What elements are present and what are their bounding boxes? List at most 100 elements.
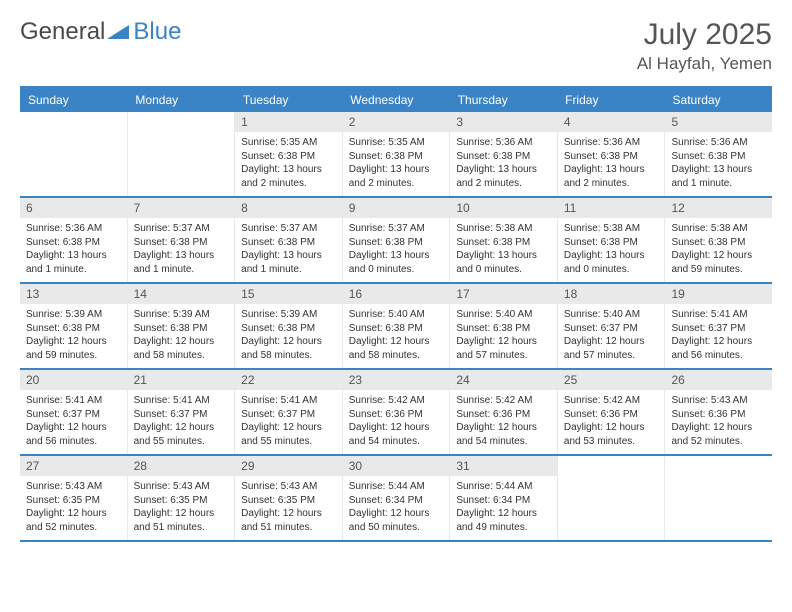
day-body: Sunrise: 5:37 AMSunset: 6:38 PMDaylight:…: [128, 218, 235, 282]
day-cell: 26Sunrise: 5:43 AMSunset: 6:36 PMDayligh…: [665, 370, 772, 454]
daylight-text: Daylight: 12 hours and 56 minutes.: [671, 335, 766, 362]
sunset-text: Sunset: 6:36 PM: [564, 408, 659, 422]
day-body: Sunrise: 5:41 AMSunset: 6:37 PMDaylight:…: [665, 304, 772, 368]
day-cell: [558, 456, 666, 540]
sunrise-text: Sunrise: 5:43 AM: [134, 480, 229, 494]
day-number: 26: [665, 370, 772, 390]
day-cell: 3Sunrise: 5:36 AMSunset: 6:38 PMDaylight…: [450, 112, 558, 196]
day-number: 10: [450, 198, 557, 218]
sunrise-text: Sunrise: 5:39 AM: [241, 308, 336, 322]
day-number: 16: [343, 284, 450, 304]
week-row: 1Sunrise: 5:35 AMSunset: 6:38 PMDaylight…: [20, 112, 772, 198]
day-number: 13: [20, 284, 127, 304]
sunrise-text: Sunrise: 5:37 AM: [241, 222, 336, 236]
day-number: 8: [235, 198, 342, 218]
daylight-text: Daylight: 13 hours and 0 minutes.: [456, 249, 551, 276]
day-body: Sunrise: 5:35 AMSunset: 6:38 PMDaylight:…: [343, 132, 450, 196]
week-row: 13Sunrise: 5:39 AMSunset: 6:38 PMDayligh…: [20, 284, 772, 370]
day-number: 2: [343, 112, 450, 132]
daylight-text: Daylight: 12 hours and 55 minutes.: [134, 421, 229, 448]
day-cell: 1 Sunrise: 5:35 AMSunset: 6:38 PMDaylight…: [235, 112, 343, 196]
week-row: 6Sunrise: 5:36 AMSunset: 6:38 PMDaylight…: [20, 198, 772, 284]
day-number: 15: [235, 284, 342, 304]
day-body: Sunrise: 5:37 AMSunset: 6:38 PMDaylight:…: [235, 218, 342, 282]
daylight-text: Daylight: 13 hours and 2 minutes.: [564, 163, 659, 190]
day-cell: 28Sunrise: 5:43 AMSunset: 6:35 PMDayligh…: [128, 456, 236, 540]
day-number: 18: [558, 284, 665, 304]
day-body: Sunrise: 5:42 AMSunset: 6:36 PMDaylight:…: [450, 390, 557, 454]
sunset-text: Sunset: 6:38 PM: [349, 236, 444, 250]
sunset-text: Sunset: 6:37 PM: [564, 322, 659, 336]
sunrise-text: Sunrise: 5:42 AM: [456, 394, 551, 408]
day-cell: 7Sunrise: 5:37 AMSunset: 6:38 PMDaylight…: [128, 198, 236, 282]
brand-word-1: General: [20, 18, 105, 46]
sunset-text: Sunset: 6:38 PM: [456, 236, 551, 250]
day-body: Sunrise: 5:36 AMSunset: 6:38 PMDaylight:…: [450, 132, 557, 196]
day-number: 24: [450, 370, 557, 390]
day-cell: 27Sunrise: 5:43 AMSunset: 6:35 PMDayligh…: [20, 456, 128, 540]
page-title: July 2025: [637, 18, 772, 52]
day-number: 11: [558, 198, 665, 218]
sunset-text: Sunset: 6:38 PM: [241, 150, 336, 164]
day-cell: 8Sunrise: 5:37 AMSunset: 6:38 PMDaylight…: [235, 198, 343, 282]
day-number: 21: [128, 370, 235, 390]
day-body: Sunrise: 5:39 AMSunset: 6:38 PMDaylight:…: [20, 304, 127, 368]
day-number: 23: [343, 370, 450, 390]
sunset-text: Sunset: 6:37 PM: [26, 408, 121, 422]
day-cell: 19Sunrise: 5:41 AMSunset: 6:37 PMDayligh…: [665, 284, 772, 368]
day-body: Sunrise: 5:42 AMSunset: 6:36 PMDaylight:…: [558, 390, 665, 454]
day-cell: 10Sunrise: 5:38 AMSunset: 6:38 PMDayligh…: [450, 198, 558, 282]
day-body: Sunrise: 5:41 AMSunset: 6:37 PMDaylight:…: [235, 390, 342, 454]
day-number: 1: [235, 112, 342, 132]
sunrise-text: Sunrise: 5:35 AM: [241, 136, 336, 150]
daylight-text: Daylight: 12 hours and 52 minutes.: [671, 421, 766, 448]
sunset-text: Sunset: 6:38 PM: [134, 322, 229, 336]
day-number: 30: [343, 456, 450, 476]
day-body: Sunrise: 5:38 AMSunset: 6:38 PMDaylight:…: [558, 218, 665, 282]
logo-triangle-icon: [107, 18, 129, 46]
day-body: Sunrise: 5:39 AMSunset: 6:38 PMDaylight:…: [128, 304, 235, 368]
day-body: Sunrise: 5:38 AMSunset: 6:38 PMDaylight:…: [450, 218, 557, 282]
sunset-text: Sunset: 6:38 PM: [456, 150, 551, 164]
daylight-text: Daylight: 12 hours and 57 minutes.: [564, 335, 659, 362]
day-cell: [128, 112, 236, 196]
day-body: Sunrise: 5:44 AMSunset: 6:34 PMDaylight:…: [343, 476, 450, 540]
day-body: Sunrise: 5:38 AMSunset: 6:38 PMDaylight:…: [665, 218, 772, 282]
daylight-text: Daylight: 13 hours and 0 minutes.: [564, 249, 659, 276]
daylight-text: Daylight: 12 hours and 49 minutes.: [456, 507, 551, 534]
day-cell: 2Sunrise: 5:35 AMSunset: 6:38 PMDaylight…: [343, 112, 451, 196]
day-cell: 4Sunrise: 5:36 AMSunset: 6:38 PMDaylight…: [558, 112, 666, 196]
sunrise-text: Sunrise: 5:40 AM: [349, 308, 444, 322]
daylight-text: Daylight: 12 hours and 59 minutes.: [671, 249, 766, 276]
day-cell: 31Sunrise: 5:44 AMSunset: 6:34 PMDayligh…: [450, 456, 558, 540]
day-body: Sunrise: 5:43 AMSunset: 6:35 PMDaylight:…: [20, 476, 127, 540]
sunrise-text: Sunrise: 5:43 AM: [26, 480, 121, 494]
dow-friday: Friday: [557, 88, 664, 112]
sunrise-text: Sunrise: 5:37 AM: [134, 222, 229, 236]
day-number: 14: [128, 284, 235, 304]
location-label: Al Hayfah, Yemen: [637, 54, 772, 74]
weeks-container: 1Sunrise: 5:35 AMSunset: 6:38 PMDaylight…: [20, 112, 772, 542]
daylight-text: Daylight: 13 hours and 2 minutes.: [349, 163, 444, 190]
day-cell: 30Sunrise: 5:44 AMSunset: 6:34 PMDayligh…: [343, 456, 451, 540]
day-body: Sunrise: 5:44 AMSunset: 6:34 PMDaylight:…: [450, 476, 557, 540]
daylight-text: Daylight: 13 hours and 2 minutes.: [241, 163, 336, 190]
day-cell: 16Sunrise: 5:40 AMSunset: 6:38 PMDayligh…: [343, 284, 451, 368]
day-number: 4: [558, 112, 665, 132]
day-number: 25: [558, 370, 665, 390]
sunrise-text: Sunrise: 5:38 AM: [564, 222, 659, 236]
sunrise-text: Sunrise: 5:38 AM: [671, 222, 766, 236]
daylight-text: Daylight: 13 hours and 1 minute.: [26, 249, 121, 276]
day-number: [665, 456, 772, 462]
day-cell: 13Sunrise: 5:39 AMSunset: 6:38 PMDayligh…: [20, 284, 128, 368]
day-body: Sunrise: 5:36 AMSunset: 6:38 PMDaylight:…: [558, 132, 665, 196]
brand-word-2: Blue: [133, 18, 181, 46]
day-number: 28: [128, 456, 235, 476]
day-cell: [665, 456, 772, 540]
sunset-text: Sunset: 6:38 PM: [134, 236, 229, 250]
day-body: Sunrise: 5:43 AMSunset: 6:35 PMDaylight:…: [128, 476, 235, 540]
sunrise-text: Sunrise: 5:36 AM: [564, 136, 659, 150]
day-body: Sunrise: 5:40 AMSunset: 6:38 PMDaylight:…: [450, 304, 557, 368]
day-cell: 20Sunrise: 5:41 AMSunset: 6:37 PMDayligh…: [20, 370, 128, 454]
day-body: Sunrise: 5:40 AMSunset: 6:38 PMDaylight:…: [343, 304, 450, 368]
